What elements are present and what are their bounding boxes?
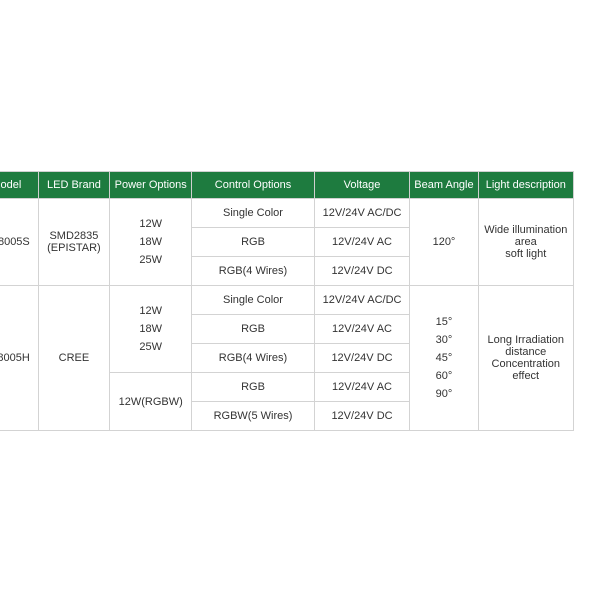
beam-angle-cell: 120° bbox=[409, 198, 479, 286]
beam-value: 90° bbox=[435, 388, 453, 400]
brand-cell: CREE bbox=[37, 285, 111, 431]
control-cell: RGB bbox=[191, 227, 315, 257]
header-row: Model LED Brand Power Options Control Op… bbox=[0, 171, 575, 199]
voltage-cell: 12V/24V AC/DC bbox=[313, 198, 411, 228]
header-beam-angle: Beam Angle bbox=[409, 171, 479, 199]
description-line: soft light bbox=[505, 248, 547, 260]
table-row: 8005S SMD2835 (EPISTAR) 12W 18W 25W Single … bbox=[0, 198, 575, 286]
power-cell: 12W(RGBW) bbox=[109, 372, 193, 431]
brand-line: SMD2835 bbox=[49, 230, 99, 242]
power-cell: 12W 18W 25W bbox=[109, 285, 193, 373]
brand-cell: SMD2835 (EPISTAR) bbox=[37, 198, 111, 286]
description-cell: Wide illumination area soft light bbox=[477, 198, 575, 286]
header-control-options: Control Options bbox=[191, 171, 315, 199]
beam-value: 15° bbox=[435, 316, 453, 328]
control-cell: RGB bbox=[191, 372, 315, 402]
description-line: Long Irradiation bbox=[487, 334, 564, 346]
header-voltage: Voltage bbox=[313, 171, 411, 199]
control-cell: Single Color bbox=[191, 198, 315, 228]
control-cell: RGBW(5 Wires) bbox=[191, 401, 315, 431]
power-value: 25W bbox=[139, 254, 163, 266]
brand-line: (EPISTAR) bbox=[47, 242, 101, 254]
description-cell: Long Irradiation distance Concentration eff… bbox=[477, 285, 575, 431]
table-row: RGB 12V/24V AC bbox=[0, 227, 574, 257]
table-row: RGB 12V/24V AC bbox=[0, 314, 574, 344]
power-value: 18W bbox=[139, 236, 163, 248]
table-row: RGBW(5 Wires) 12V/24V DC bbox=[0, 401, 574, 431]
description-line: Wide illumination bbox=[484, 224, 568, 236]
voltage-cell: 12V/24V DC bbox=[313, 256, 411, 286]
beam-value: 45° bbox=[435, 352, 453, 364]
power-value: 12W bbox=[139, 218, 163, 230]
power-value: 18W bbox=[139, 323, 163, 335]
header-power-options: Power Options bbox=[109, 171, 193, 199]
header-model: Model bbox=[0, 171, 39, 199]
control-cell: RGB(4 Wires) bbox=[191, 343, 315, 373]
header-light-description: Light description bbox=[477, 171, 575, 199]
power-cell: 12W 18W 25W bbox=[109, 198, 193, 286]
power-value: 25W bbox=[139, 341, 163, 353]
table-row: 12W(RGBW) RGB 12V/24V AC bbox=[0, 372, 574, 431]
beam-value: 60° bbox=[435, 370, 453, 382]
table-row: RGB(4 Wires) 12V/24V DC bbox=[0, 256, 574, 286]
voltage-cell: 12V/24V AC bbox=[313, 372, 411, 402]
voltage-cell: 12V/24V AC bbox=[313, 314, 411, 344]
header-led-brand: LED Brand bbox=[37, 171, 111, 199]
model-cell: 8005S bbox=[0, 198, 39, 286]
voltage-cell: 12V/24V AC/DC bbox=[313, 285, 411, 315]
power-value: 12W bbox=[139, 305, 163, 317]
control-cell: Single Color bbox=[191, 285, 315, 315]
control-cell: RGB bbox=[191, 314, 315, 344]
description-line: effect bbox=[512, 370, 540, 382]
description-line: distance bbox=[505, 346, 547, 358]
control-cell: RGB(4 Wires) bbox=[191, 256, 315, 286]
table-row: 8005H CREE 12W 18W 25W Single Color 12V/24… bbox=[0, 285, 575, 431]
beam-angle-cell: 15° 30° 45° 60° 90° bbox=[409, 285, 479, 431]
voltage-cell: 12V/24V DC bbox=[313, 343, 411, 373]
description-line: area bbox=[514, 236, 537, 248]
beam-value: 30° bbox=[435, 334, 453, 346]
voltage-cell: 12V/24V AC bbox=[313, 227, 411, 257]
voltage-cell: 12V/24V DC bbox=[313, 401, 411, 431]
table-row: RGB(4 Wires) 12V/24V DC bbox=[0, 343, 574, 373]
spec-table: Model LED Brand Power Options Control Op… bbox=[0, 171, 575, 431]
description-line: Concentration bbox=[491, 358, 561, 370]
model-cell: 8005H bbox=[0, 285, 39, 431]
